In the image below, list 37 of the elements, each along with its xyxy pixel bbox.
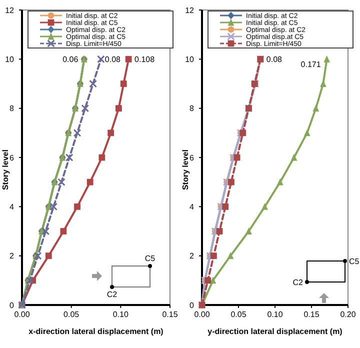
column-plan-diagram: C2 C5 (292, 257, 360, 287)
y-axis-title: Story level (1, 150, 10, 190)
y-tick-label: 12 (5, 6, 15, 15)
x-tick-label: 0.00 (194, 310, 210, 319)
annotation: 0.08 (104, 55, 122, 64)
annotation: 0.06 (62, 55, 79, 64)
y-tick-label: 8 (190, 104, 195, 114)
annotation: 0.108 (134, 55, 156, 64)
x-tick-label: 0.20 (340, 310, 356, 319)
annotation: 0.08 (266, 55, 283, 64)
annotation: C2 (292, 278, 304, 287)
x-tick-label: 0.15 (304, 310, 320, 319)
y-tick-label: 2 (190, 252, 195, 261)
annotation: C2 (106, 290, 118, 299)
y-axis-title: Story level (181, 150, 190, 190)
y-tick-label: 8 (10, 104, 15, 114)
x-tick-label: 0.05 (230, 310, 247, 319)
y-tick-label: 6 (10, 153, 15, 162)
y-tick-label: 4 (10, 202, 15, 212)
x-tick-label: 0.00 (14, 310, 30, 319)
y-tick-label: 0 (10, 300, 15, 310)
y-tick-label: 0 (190, 300, 195, 310)
x-tick-label: 0.10 (112, 310, 129, 319)
y-tick-label: 6 (190, 153, 195, 162)
y-tick-label: 10 (185, 54, 195, 64)
annotation: C5 (144, 254, 156, 263)
annotation: 0.171 (300, 60, 322, 70)
y-tick-label: 10 (5, 54, 15, 64)
x-axis-title: y-direction lateral displacement (m) (208, 327, 343, 336)
column-plan-diagram: C2 C5 (106, 254, 156, 299)
y-tick-label: 4 (190, 202, 195, 212)
y-tick-label: 12 (185, 6, 195, 15)
x-tick-label: 0.05 (64, 310, 80, 319)
x-axis-title: x-direction lateral displacement (m) (28, 327, 164, 336)
x-tick-label: 0.10 (267, 310, 284, 319)
x-tick-label: 0.15 (162, 310, 178, 319)
y-tick-label: 2 (10, 252, 15, 261)
